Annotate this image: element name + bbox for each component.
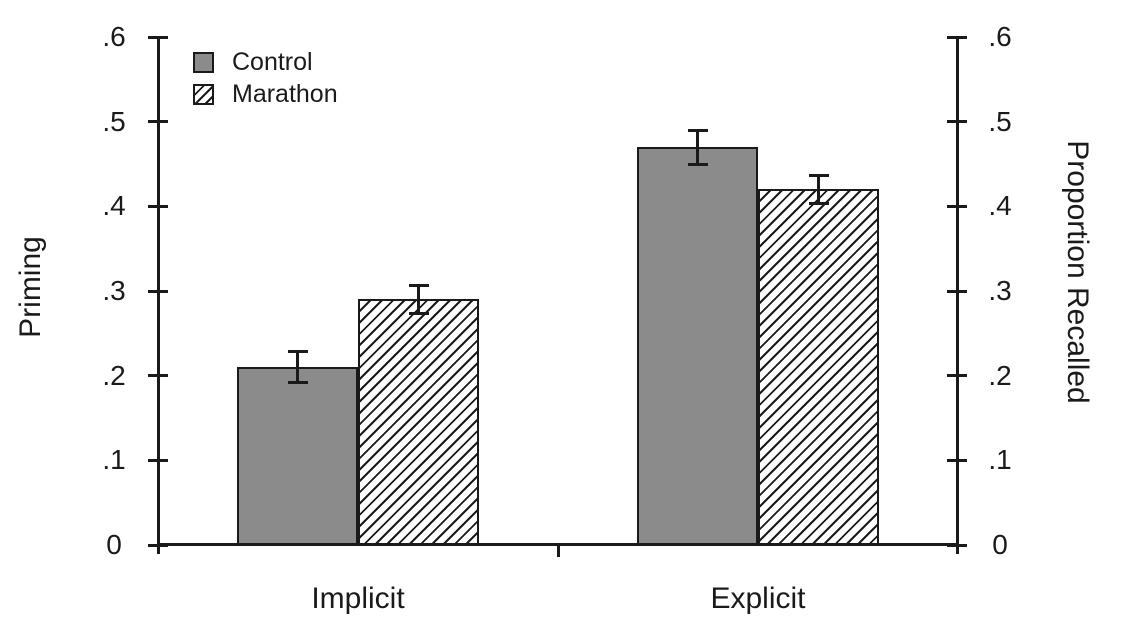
control-swatch-icon: [193, 52, 214, 73]
y-tick-right: [947, 374, 967, 378]
legend-label-control: Control: [232, 48, 313, 76]
y-tick-label-right: .6: [988, 21, 1012, 52]
error-bar-cap-top: [408, 283, 429, 287]
y-tick-right: [947, 543, 967, 547]
y-tick-label-left: .4: [102, 190, 126, 222]
bar-explicit-control: [637, 147, 758, 545]
y-tick-left: [148, 204, 168, 208]
x-category-label-explicit: Explicit: [710, 582, 806, 615]
bar-implicit-control: [237, 367, 358, 545]
error-bar-cap-bottom: [808, 202, 829, 206]
error-bar-implicit-marathon: [417, 285, 420, 314]
x-axis-group-separator-tick: [557, 545, 560, 557]
y-tick-right: [947, 35, 967, 39]
y-tick-label-left: .5: [102, 105, 126, 137]
y-tick-left: [148, 543, 168, 547]
legend-item-marathon: Marathon: [193, 80, 338, 108]
error-bar-explicit-marathon: [817, 175, 820, 204]
error-bar-cap-bottom: [408, 312, 429, 316]
y-tick-label-right: 0: [992, 529, 1008, 560]
y-tick-label-right: .2: [988, 359, 1012, 391]
y-tick-left: [148, 458, 168, 462]
y-tick-label-left: .1: [102, 444, 126, 476]
y-tick-left: [148, 35, 168, 39]
y-tick-label-right: .4: [988, 190, 1012, 222]
y-tick-right: [947, 120, 967, 124]
error-bar-implicit-control: [296, 351, 299, 383]
x-category-label-implicit: Implicit: [311, 582, 405, 615]
legend-item-control: Control: [193, 48, 338, 76]
y-tick-label-right: .1: [988, 444, 1012, 476]
y-tick-label-left: 0: [106, 529, 122, 560]
y-tick-left: [148, 289, 168, 293]
y-tick-label-right: .3: [988, 275, 1012, 306]
marathon-swatch-icon: [193, 84, 214, 105]
error-bar-cap-bottom: [687, 162, 708, 166]
y-tick-right: [947, 458, 967, 462]
y-tick-left: [148, 374, 168, 378]
y-tick-label-left: .2: [102, 359, 126, 391]
bar-explicit-marathon: [758, 189, 879, 545]
left-y-axis-title: Priming: [14, 236, 47, 338]
y-tick-left: [148, 120, 168, 124]
right-y-axis-title: Proportion Recalled: [1061, 140, 1094, 404]
bar-implicit-marathon: [358, 299, 479, 545]
left-y-axis-line: [156, 35, 160, 554]
error-bar-cap-bottom: [287, 380, 308, 384]
y-tick-right: [947, 204, 967, 208]
legend: Control Marathon: [193, 48, 338, 116]
x-axis-line: [156, 543, 959, 546]
error-bar-explicit-control: [696, 130, 699, 164]
y-tick-right: [947, 289, 967, 293]
right-y-axis-line: [955, 35, 959, 554]
error-bar-cap-top: [287, 350, 308, 354]
y-tick-label-left: .3: [102, 275, 126, 306]
y-tick-label-left: .6: [102, 21, 126, 52]
error-bar-cap-top: [808, 173, 829, 177]
error-bar-cap-top: [687, 128, 708, 132]
legend-label-marathon: Marathon: [232, 80, 338, 108]
y-tick-label-right: .5: [988, 105, 1012, 137]
